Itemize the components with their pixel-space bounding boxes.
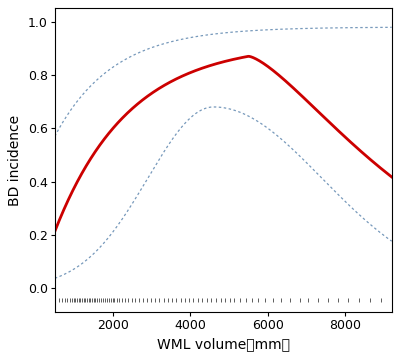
X-axis label: WML volume（mm）: WML volume（mm） xyxy=(157,338,290,352)
Y-axis label: BD incidence: BD incidence xyxy=(8,115,22,206)
